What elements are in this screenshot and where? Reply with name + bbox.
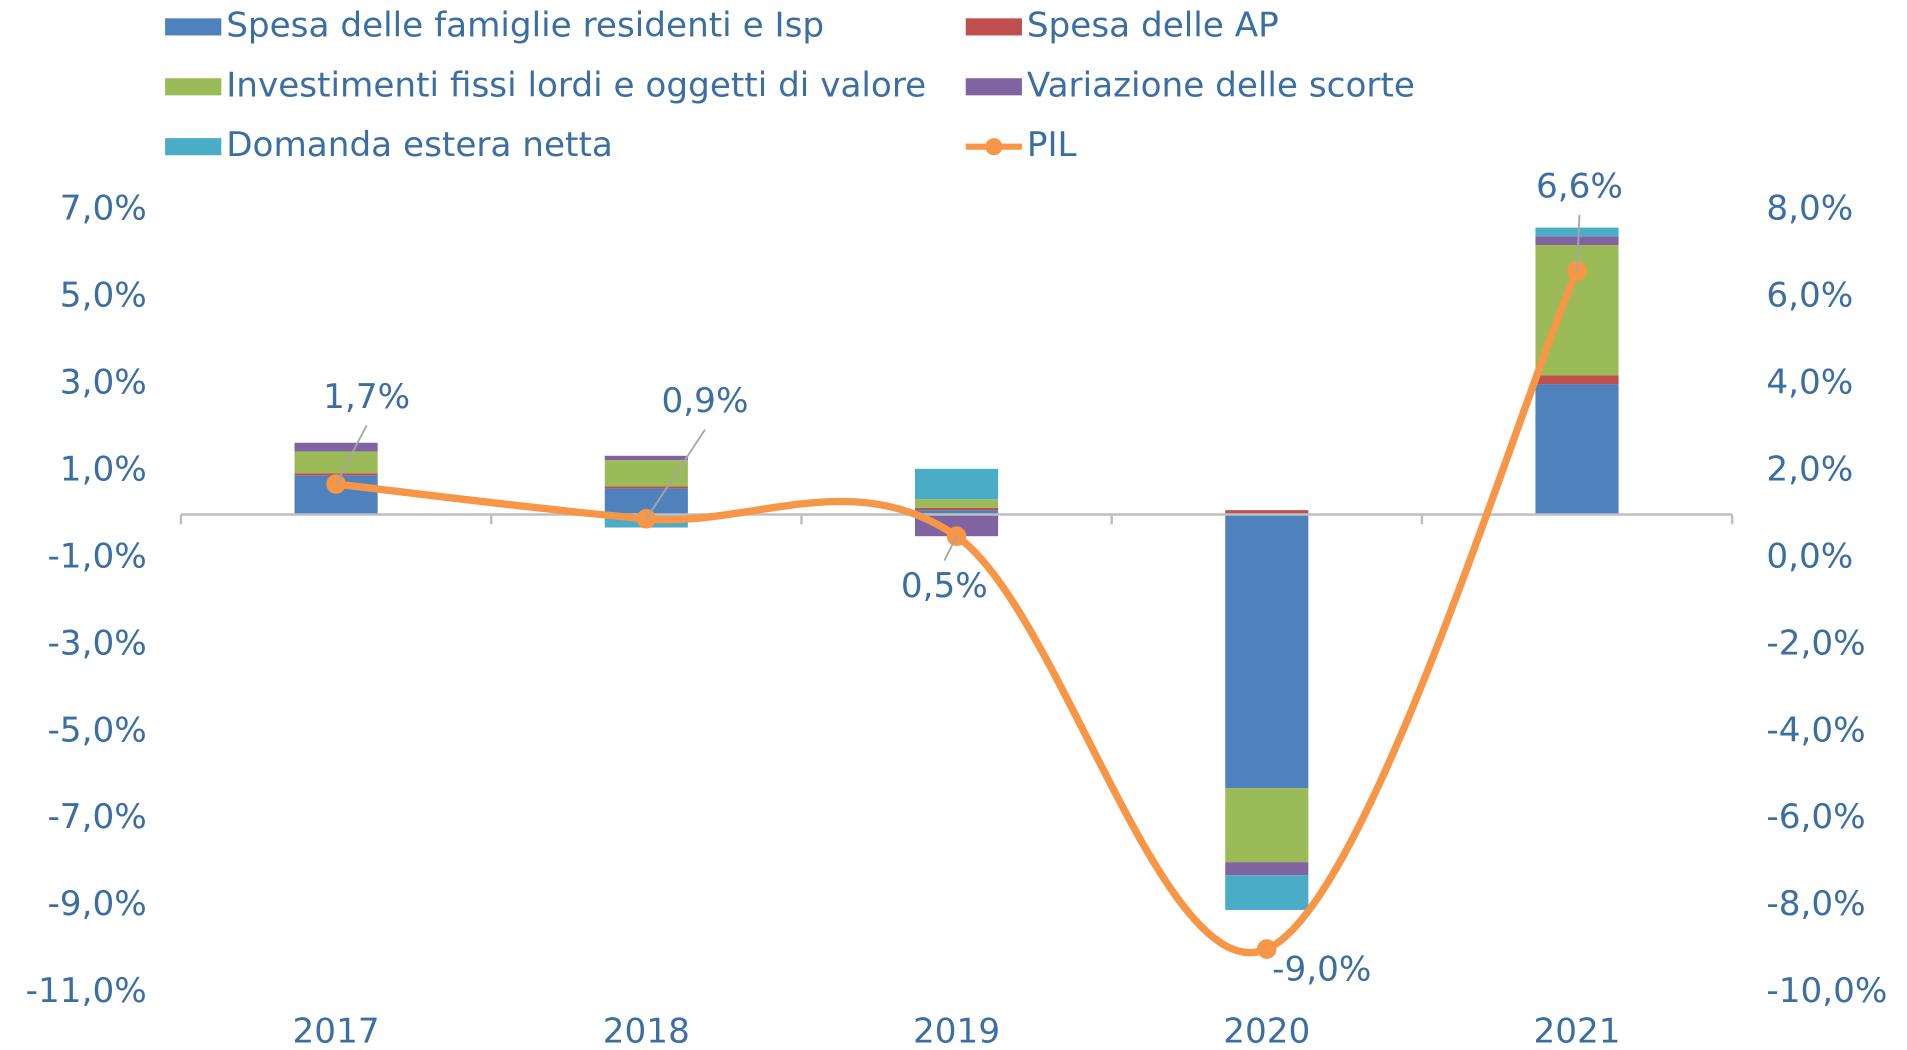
leader-line — [1576, 214, 1581, 272]
data-label: -9,0% — [1272, 950, 1371, 990]
legend-label: Variazione delle scorte — [1027, 65, 1415, 105]
x-tick-label: 2021 — [1533, 1011, 1620, 1050]
bar-segment — [914, 499, 999, 508]
line-point — [636, 509, 657, 529]
y-tick-label: -1,0% — [47, 536, 146, 576]
y2-tick-label: 0,0% — [1766, 536, 1853, 576]
y-tick-label: 3,0% — [60, 363, 147, 403]
bar-segment — [294, 442, 378, 452]
y2-tick-label: 2,0% — [1766, 450, 1853, 490]
y-tick-label: -5,0% — [47, 710, 146, 750]
bar-segment — [914, 507, 999, 511]
legend-label: Spesa delle AP — [1027, 5, 1279, 45]
legend-swatch — [965, 78, 1022, 96]
bar-segment — [1225, 514, 1309, 789]
bar-segment — [1225, 875, 1309, 910]
y-tick-label: -3,0% — [47, 623, 146, 663]
y2-tick-label: -6,0% — [1766, 797, 1865, 837]
data-label: 6,6% — [1536, 166, 1623, 206]
bar-segment — [1535, 384, 1619, 515]
y2-tick-label: 4,0% — [1766, 363, 1853, 403]
bar-segment — [914, 468, 999, 500]
leader-line — [335, 424, 368, 485]
legend-swatch — [165, 138, 222, 156]
y2-tick-label: -4,0% — [1766, 710, 1865, 750]
legend-swatch — [965, 18, 1022, 36]
line — [332, 267, 1581, 956]
y-tick-label: -11,0% — [26, 971, 147, 1011]
bar-segment — [1535, 227, 1619, 237]
x-tick-label: 2020 — [1223, 1011, 1310, 1050]
y2-tick-label: 6,0% — [1766, 276, 1853, 316]
y2-tick-label: -8,0% — [1766, 884, 1865, 924]
legend-swatch — [985, 138, 1003, 156]
legend-label: Investimenti fissi lordi e oggetti di va… — [226, 65, 926, 105]
x-tick-label: 2017 — [293, 1011, 380, 1050]
y2-tick-label: -10,0% — [1766, 971, 1887, 1011]
y2-tick-label: -2,0% — [1766, 623, 1865, 663]
leader-line — [645, 429, 706, 520]
legend-label: Domanda estera netta — [226, 125, 613, 165]
bar-segment — [914, 510, 999, 515]
bar-segment — [1225, 788, 1309, 863]
bar-segment — [604, 455, 688, 461]
bar-segment — [294, 451, 378, 474]
legend-swatch — [165, 78, 222, 96]
y-tick-label: -7,0% — [47, 797, 146, 837]
y-tick-label: 1,0% — [60, 450, 147, 490]
data-label: 0,9% — [662, 381, 749, 421]
y-tick-label: -9,0% — [47, 884, 146, 924]
legend-swatch — [165, 18, 222, 36]
x-tick-label: 2019 — [913, 1011, 1000, 1050]
bar-segment — [604, 486, 688, 489]
bar-segment — [1535, 375, 1619, 385]
bar-segment — [1535, 236, 1619, 246]
bar-segment — [1225, 862, 1309, 876]
x-tick-label: 2018 — [603, 1011, 690, 1050]
data-label: 1,7% — [323, 377, 410, 417]
y-tick-label: 5,0% — [60, 276, 147, 316]
y2-tick-label: 8,0% — [1766, 189, 1853, 229]
data-label: 0,5% — [901, 566, 988, 606]
bar-segment — [604, 460, 688, 487]
bar-segment — [1225, 510, 1309, 515]
y-tick-label: 7,0% — [60, 189, 147, 229]
leader-line — [943, 535, 958, 562]
legend-label: Spesa delle famiglie residenti e Isp — [226, 5, 824, 45]
line-point — [1257, 939, 1277, 959]
legend-label: PIL — [1027, 125, 1077, 165]
